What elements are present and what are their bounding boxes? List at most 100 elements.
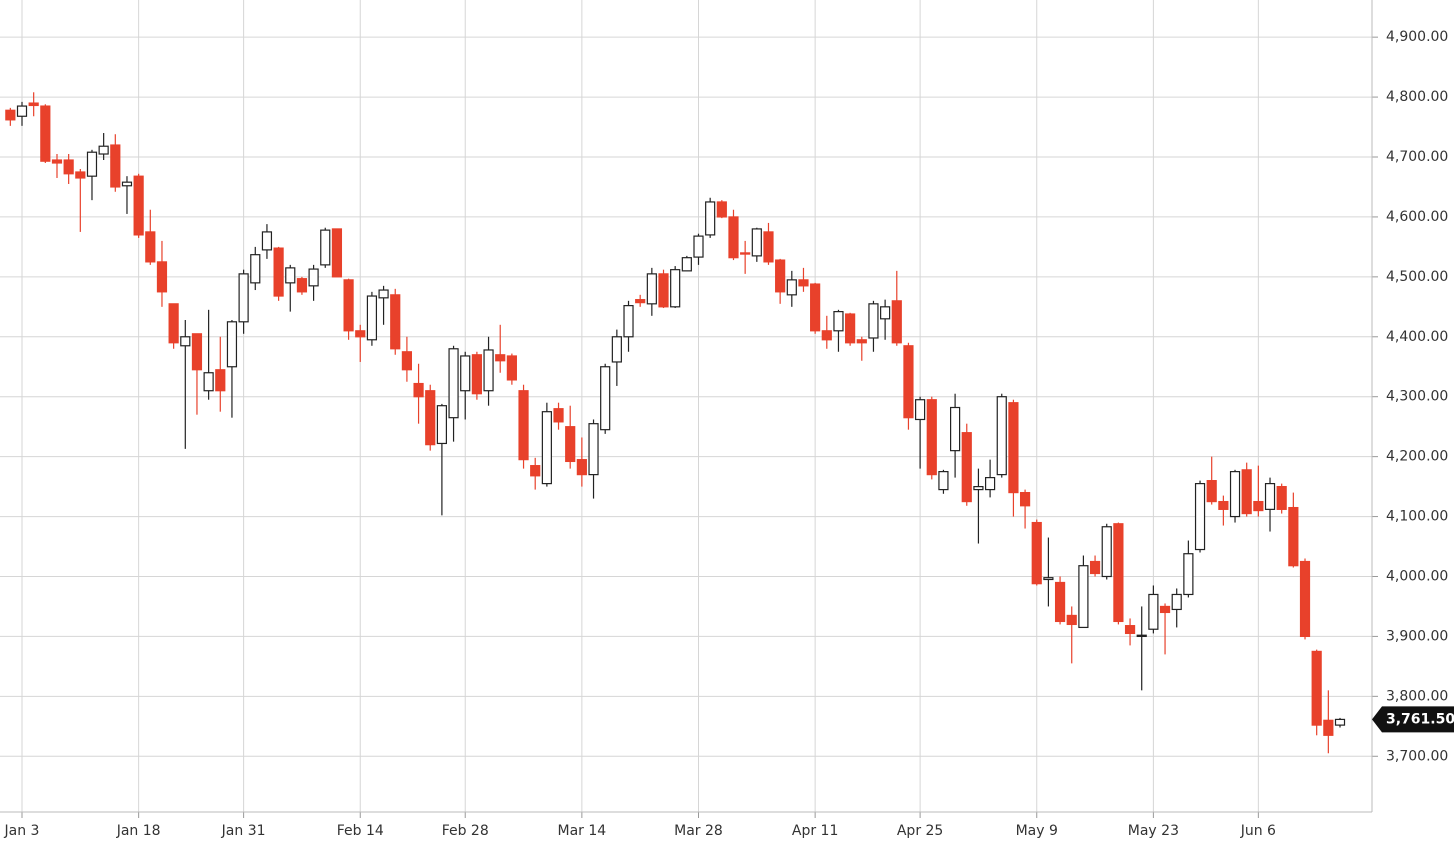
candle-body xyxy=(1218,500,1229,510)
candle-body xyxy=(273,247,284,297)
candle-body xyxy=(238,273,249,323)
candle-body xyxy=(413,382,424,398)
x-tick-label: Jan 18 xyxy=(116,823,161,839)
y-tick-label: 4,700.00 xyxy=(1386,149,1448,165)
candle-body xyxy=(961,432,972,503)
candle-body xyxy=(296,278,308,293)
x-tick-label: May 9 xyxy=(1016,823,1058,839)
candle-body xyxy=(86,151,98,177)
candle-body xyxy=(833,311,844,332)
candle-body xyxy=(693,235,704,258)
candle-body xyxy=(191,333,203,371)
candle-body xyxy=(868,303,879,339)
candle-body xyxy=(331,228,343,278)
candle-body xyxy=(1183,553,1194,596)
candle-body xyxy=(495,354,506,362)
candle-body xyxy=(121,181,133,187)
candle-body xyxy=(1019,491,1031,507)
candle-body xyxy=(1334,718,1346,726)
candle-body xyxy=(133,175,144,236)
y-tick-label: 4,100.00 xyxy=(1386,509,1448,525)
y-tick-label: 4,000.00 xyxy=(1386,568,1448,584)
candle-body xyxy=(891,300,902,344)
candle-body xyxy=(786,279,797,296)
last-price-label: 3,761.50 xyxy=(1386,711,1455,727)
candle-body xyxy=(903,345,914,419)
candle-body xyxy=(5,109,16,121)
candle-body xyxy=(378,289,389,299)
x-tick-label: Mar 14 xyxy=(558,823,607,839)
candle-body xyxy=(366,295,378,341)
x-tick-label: Jan 3 xyxy=(4,823,40,839)
candle-body xyxy=(1264,483,1276,510)
y-tick-label: 4,200.00 xyxy=(1386,449,1448,465)
candle-body xyxy=(600,366,611,431)
candle-body xyxy=(51,159,63,164)
candle-body xyxy=(821,330,832,341)
candle-body xyxy=(355,330,366,338)
candle-body xyxy=(425,390,436,446)
y-tick-label: 4,800.00 xyxy=(1386,89,1448,105)
x-tick-label: Apr 25 xyxy=(897,823,943,839)
candle-body xyxy=(646,273,657,305)
candle-body xyxy=(448,348,459,419)
candle-body xyxy=(1241,469,1252,515)
candle-body xyxy=(623,305,634,338)
candle-body xyxy=(401,351,413,371)
candle-body xyxy=(1124,625,1136,635)
candle-body xyxy=(553,408,564,423)
x-tick-label: May 23 xyxy=(1128,823,1179,839)
candle-body xyxy=(180,336,191,347)
candle-body xyxy=(775,259,786,293)
candle-body xyxy=(1276,486,1287,510)
candle-body xyxy=(751,228,762,257)
candle-body xyxy=(226,321,238,368)
candle-body xyxy=(763,231,774,263)
candle-body xyxy=(471,354,482,395)
candle-body xyxy=(1323,719,1334,736)
candle-body xyxy=(856,339,867,344)
candle-body xyxy=(110,144,121,188)
candle-body xyxy=(845,313,856,344)
candle-body xyxy=(1229,471,1241,518)
candle-body xyxy=(28,102,39,107)
candle-body xyxy=(436,405,447,445)
y-tick-label: 4,300.00 xyxy=(1386,389,1448,405)
y-tick-label: 3,900.00 xyxy=(1386,628,1448,644)
candle-body xyxy=(938,471,949,491)
candle-body xyxy=(98,145,109,155)
candle-body xyxy=(483,349,494,392)
x-tick-label: Jan 31 xyxy=(221,823,266,839)
candle-body xyxy=(320,229,331,266)
candle-body xyxy=(1206,480,1217,503)
y-tick-label: 4,500.00 xyxy=(1386,269,1448,285)
x-tick-label: Jun 6 xyxy=(1240,823,1276,839)
candle-body xyxy=(1031,521,1042,585)
candle-body xyxy=(530,465,541,477)
candle-body xyxy=(926,399,937,476)
candle-body xyxy=(1113,523,1124,623)
candle-body xyxy=(506,355,517,381)
candle-body xyxy=(588,423,599,476)
candle-body xyxy=(705,201,716,236)
candles xyxy=(5,92,1346,754)
candle-body xyxy=(390,294,401,350)
candle-body xyxy=(1101,526,1112,578)
candle-body xyxy=(1311,650,1322,726)
candle-body xyxy=(996,396,1007,476)
candle-body xyxy=(541,411,552,485)
candle-body xyxy=(1299,560,1311,638)
candle-body xyxy=(1288,506,1299,567)
candle-body xyxy=(658,273,669,308)
y-tick-label: 3,800.00 xyxy=(1386,688,1448,704)
candle-body xyxy=(728,216,739,259)
candle-body xyxy=(261,231,273,251)
candle-body xyxy=(950,406,961,452)
candle-body xyxy=(681,257,692,272)
candle-body xyxy=(670,269,681,308)
candle-body xyxy=(1253,500,1264,512)
candle-body xyxy=(716,201,727,218)
candle-body xyxy=(1078,565,1089,629)
